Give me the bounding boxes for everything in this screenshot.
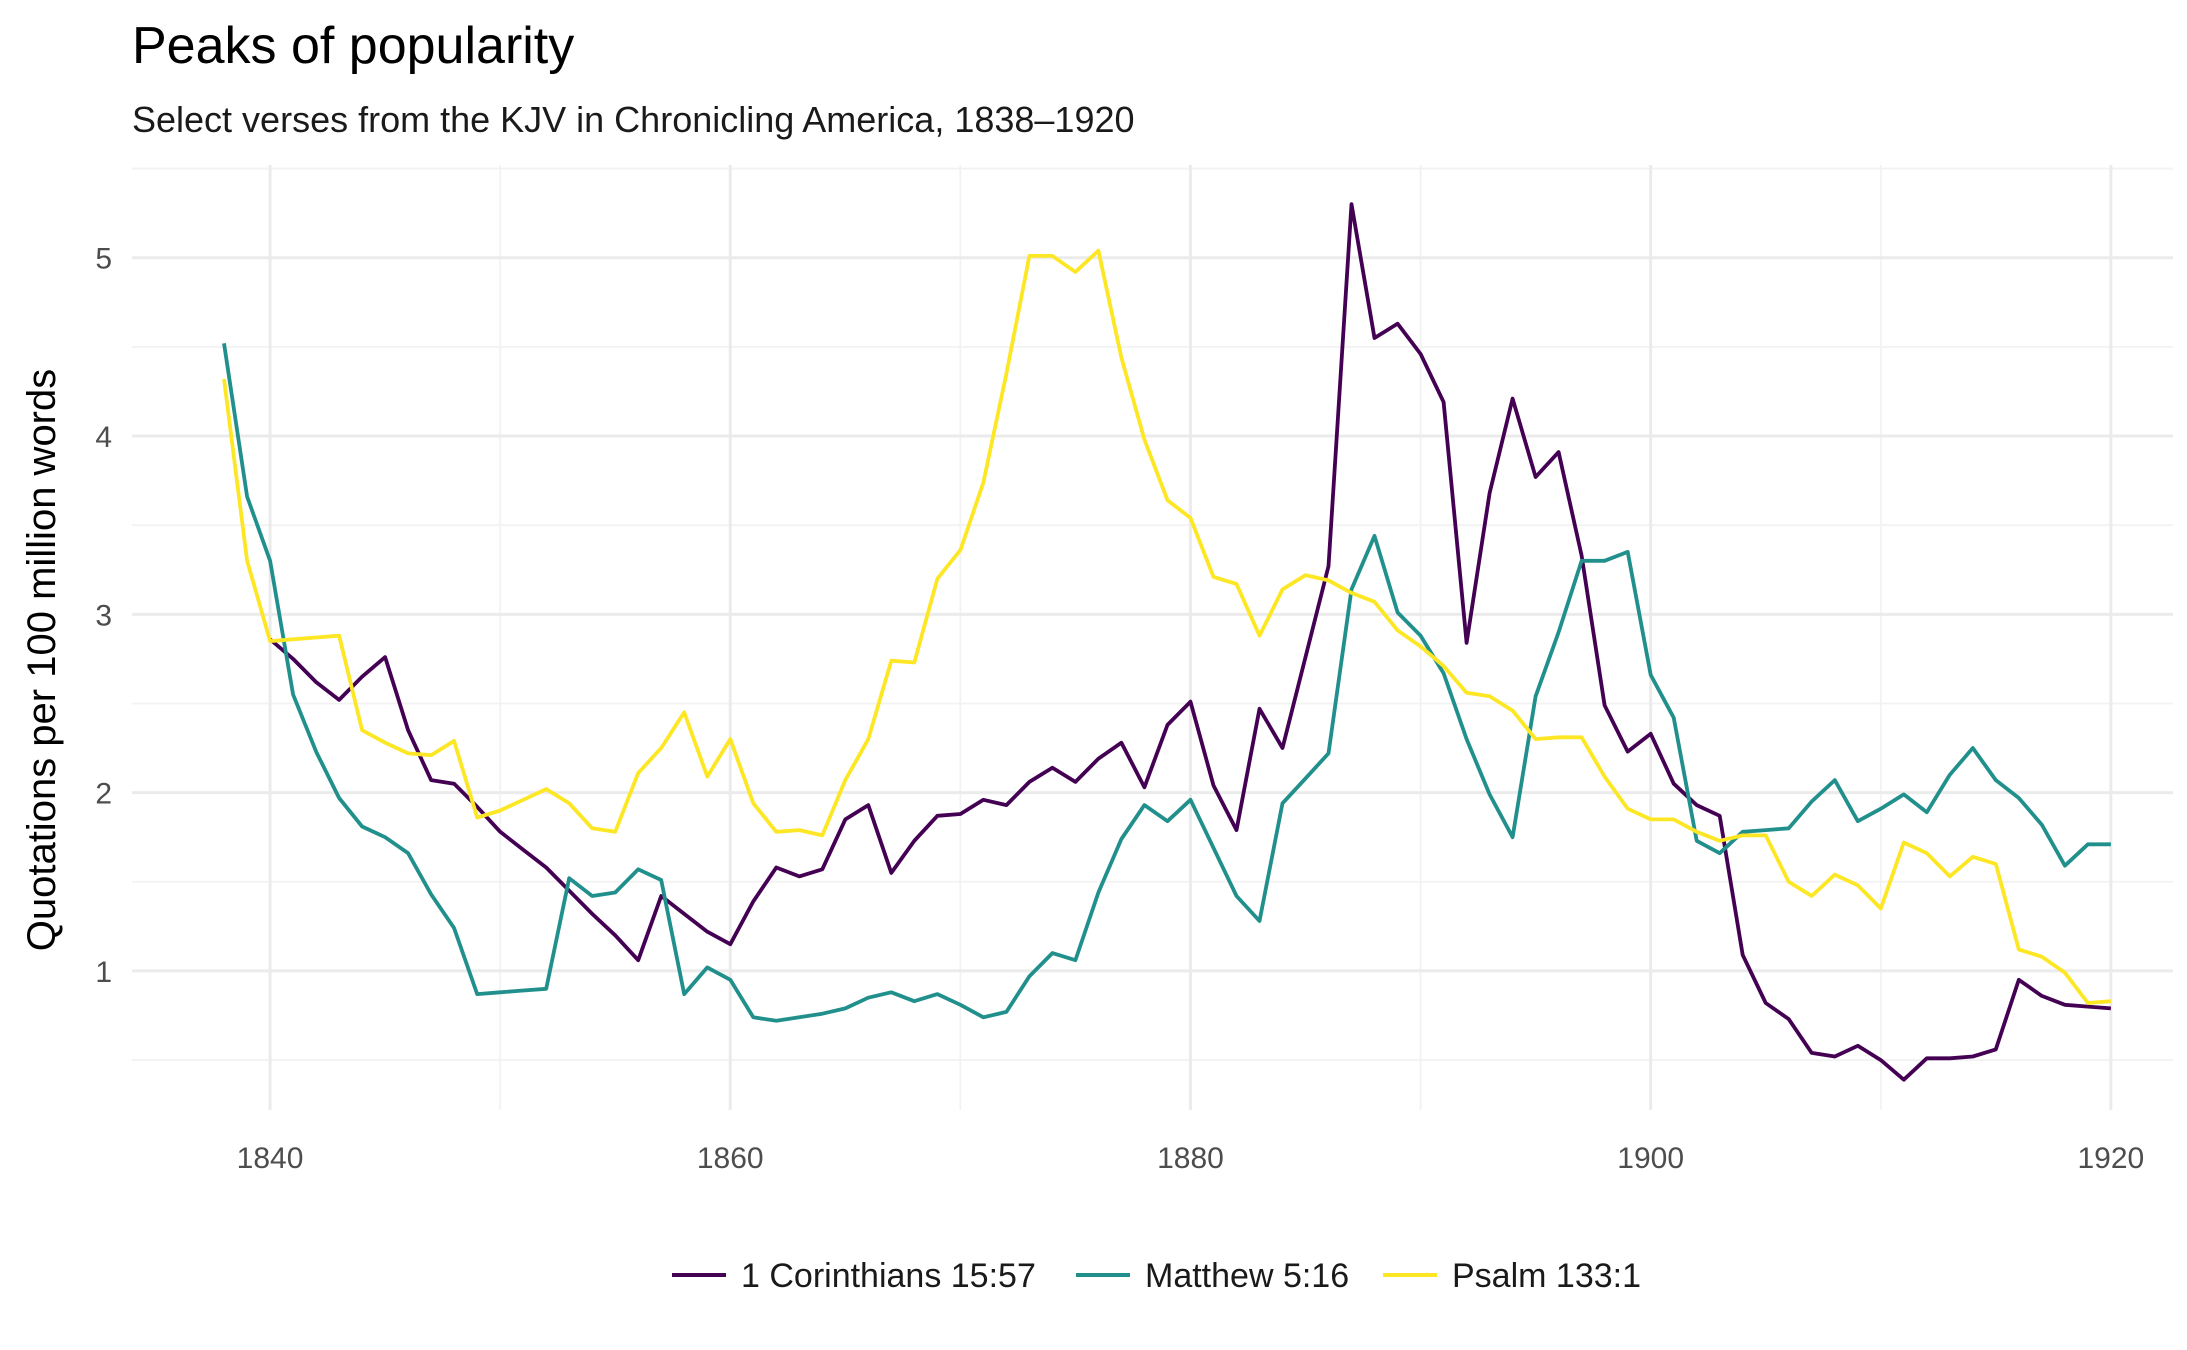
plot-lines: [222, 202, 2112, 1082]
legend-label-1: 1 Corinthians 15:57: [741, 1257, 1036, 1295]
y-tick-label: 3: [95, 599, 112, 632]
y-tick-label: 2: [95, 778, 112, 811]
y-axis-ticks: 1 2 3 4 5: [95, 243, 112, 989]
y-axis-label: Quotations per 100 million words: [20, 369, 64, 952]
x-tick-label: 1840: [237, 1142, 304, 1175]
x-axis-ticks: 1840 1860 1880 1900 1920: [237, 1142, 2145, 1175]
series-line-2: [222, 343, 2111, 1023]
chart-subtitle: Select verses from the KJV in Chroniclin…: [132, 99, 1135, 140]
grid: [132, 165, 2173, 1110]
x-tick-label: 1900: [1617, 1142, 1684, 1175]
y-tick-label: 4: [95, 421, 112, 454]
x-tick-label: 1920: [2077, 1142, 2144, 1175]
series-line-3: [222, 248, 2112, 1005]
x-tick-label: 1880: [1157, 1142, 1224, 1175]
chart-title: Peaks of popularity: [132, 17, 574, 75]
x-tick-label: 1860: [697, 1142, 764, 1175]
y-tick-label: 5: [95, 243, 112, 276]
series-line-1: [268, 202, 2112, 1082]
legend-label-2: Matthew 5:16: [1145, 1257, 1349, 1295]
y-tick-label: 1: [95, 956, 112, 989]
legend: 1 Corinthians 15:57 Matthew 5:16 Psalm 133…: [672, 1257, 1641, 1295]
legend-label-3: Psalm 133:1: [1452, 1257, 1641, 1295]
